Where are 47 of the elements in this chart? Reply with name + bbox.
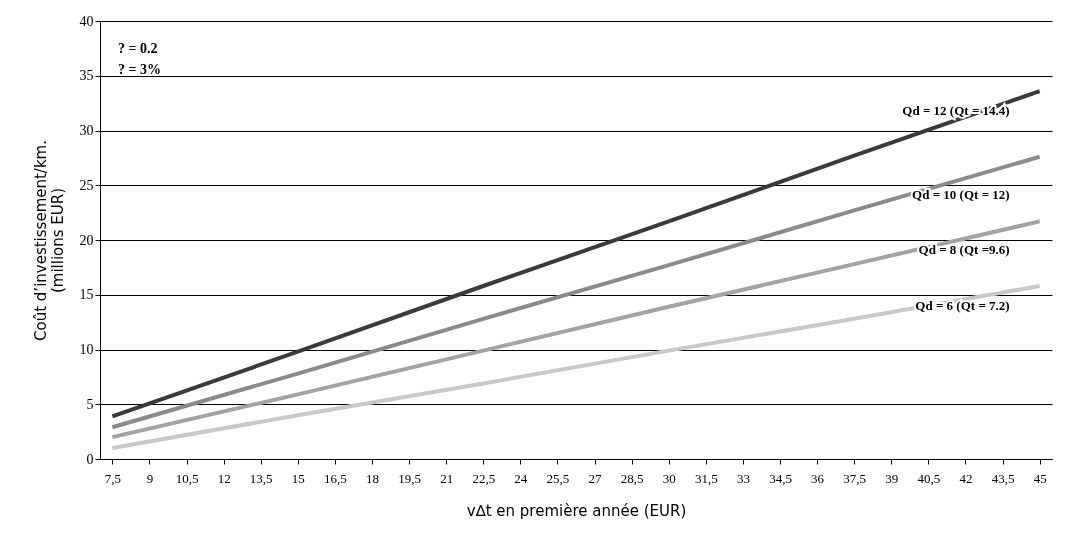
x-tick-label: 30 — [662, 470, 676, 486]
x-tick-label: 9 — [146, 470, 154, 486]
series-label: Qd = 6 (Qt = 7.2) — [915, 297, 1010, 313]
x-tick-label: 12 — [217, 470, 231, 486]
x-tick-label: 22,5 — [472, 470, 496, 486]
line-series — [110, 154, 1042, 430]
y-tick-label: 35 — [79, 68, 94, 84]
x-axis-title: v∆t en première année (EUR) — [466, 501, 687, 520]
line-series — [110, 219, 1042, 440]
x-tick-label: 40,5 — [917, 470, 941, 486]
x-tick-label: 45 — [1033, 470, 1047, 486]
y-tick-label: 40 — [79, 13, 94, 29]
y-tick-label: 15 — [79, 287, 94, 303]
x-tick-label: 24 — [514, 470, 528, 486]
x-tick-label: 19,5 — [398, 470, 421, 486]
x-tick-label: 42 — [959, 470, 973, 486]
line-series — [110, 283, 1042, 451]
y-tick-label: 20 — [79, 232, 94, 248]
x-tick-label: 13,5 — [249, 470, 273, 486]
annotation: ? = 3% — [118, 62, 161, 77]
series-label: Qd = 10 (Qt = 12) — [912, 187, 1010, 203]
x-tick-label: 16,5 — [324, 470, 347, 486]
y-axis-title: Coût d’investissement/km. (millions EUR) — [31, 140, 67, 341]
x-tick-label: 31,5 — [694, 470, 718, 486]
y-tick-label: 25 — [79, 177, 94, 193]
x-tick-label: 43,5 — [991, 470, 1015, 486]
x-tick-label: 10,5 — [175, 470, 199, 486]
y-tick-label: 10 — [79, 342, 94, 357]
line-series — [110, 89, 1042, 419]
annotation: ? = 0.2 — [118, 41, 158, 56]
x-tick-label: 34,5 — [769, 470, 792, 486]
x-tick-label: 18 — [366, 470, 379, 486]
x-tick-label: 28,5 — [620, 470, 644, 486]
x-tick-label: 7,5 — [104, 470, 121, 486]
y-tick-label: 30 — [79, 123, 94, 138]
x-tick-label: 15 — [291, 470, 305, 486]
x-tick-label: 36 — [811, 470, 825, 486]
y-tick-label: 5 — [86, 396, 94, 412]
series-label: Qd = 8 (Qt =9.6) — [918, 241, 1010, 257]
series-label: Qd = 12 (Qt = 14.4) — [902, 102, 1010, 118]
x-tick-label: 37,5 — [843, 470, 867, 486]
y-tick-label: 0 — [86, 451, 94, 467]
x-tick-label: 25,5 — [546, 470, 570, 486]
x-tick-label: 39 — [885, 470, 899, 486]
x-tick-label: 33 — [736, 470, 750, 486]
x-tick-label: 27 — [588, 470, 603, 486]
x-tick-label: 21 — [440, 470, 454, 486]
